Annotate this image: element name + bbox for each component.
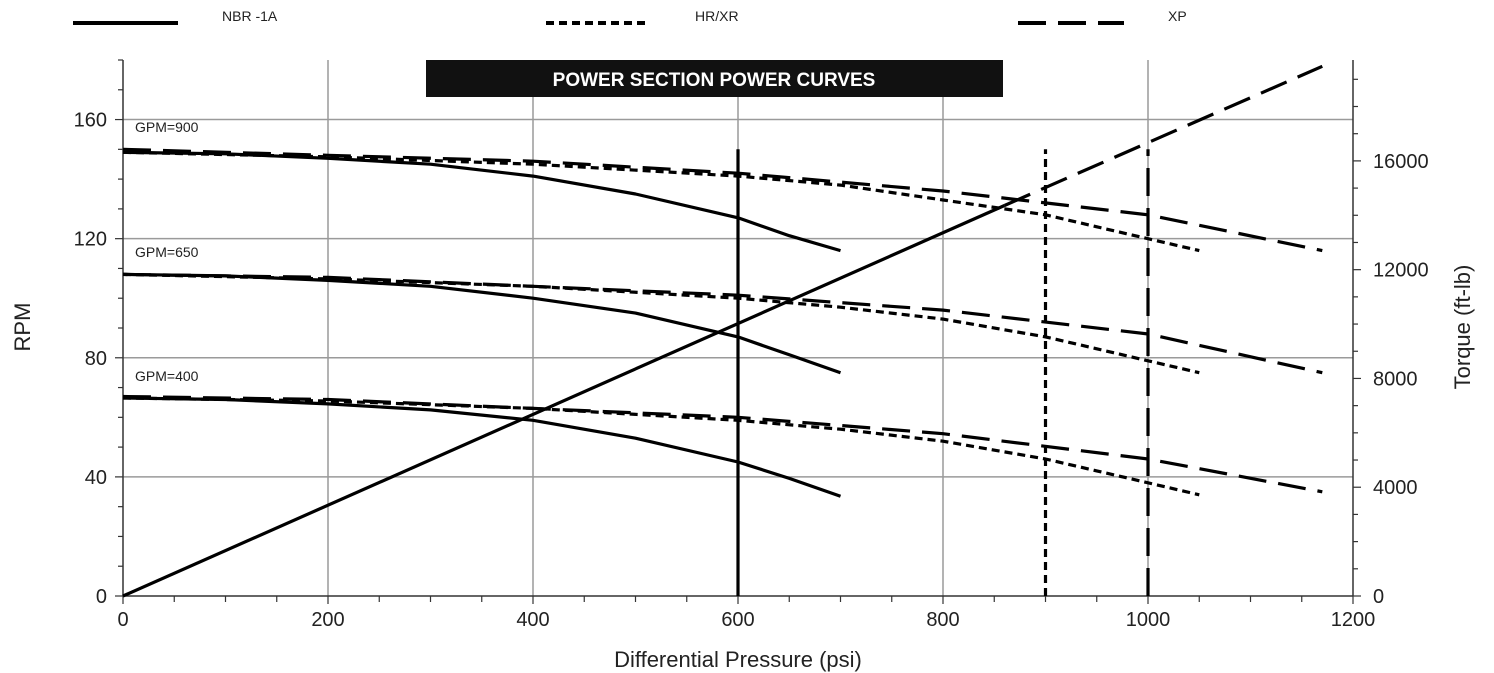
y-tick-label-40: 40: [85, 467, 107, 489]
x-tick-label-1000: 1000: [1126, 609, 1171, 631]
y-tick-label-120: 120: [74, 229, 107, 251]
chart-title: POWER SECTION POWER CURVES: [553, 70, 876, 91]
y2-tick-label-8000: 8000: [1373, 368, 1418, 390]
x-tick-label-1200: 1200: [1331, 609, 1376, 631]
series-line-dotted-4: [122, 272, 1200, 375]
annotation-gpm-400: GPM=400: [135, 368, 199, 384]
y2-tick-label-4000: 4000: [1373, 477, 1418, 499]
y2-axis-title: Torque (ft-lb): [1450, 265, 1475, 390]
series-line-solid-0: [122, 150, 841, 253]
y-tick-label-0: 0: [96, 586, 107, 608]
annotation-gpm-650: GPM=650: [135, 244, 199, 260]
legend-label-nbr: NBR -1A: [222, 8, 278, 24]
y2-tick-label-0: 0: [1373, 586, 1384, 608]
series-lines: [122, 64, 1323, 598]
series-line-dotted-1: [122, 150, 1200, 253]
x-tick-label-600: 600: [721, 609, 754, 631]
series-line-long-dash-10: [1003, 64, 1323, 207]
y-axis-title: RPM: [10, 303, 35, 352]
axes: 0 200 400 600 800 1000 12000408012016004000800…: [74, 59, 1429, 631]
title-banner: [426, 60, 1003, 97]
annotation-gpm-900: GPM=900: [135, 119, 199, 135]
y2-tick-label-16000: 16000: [1373, 151, 1429, 173]
x-axis-title: Differential Pressure (psi): [614, 647, 862, 672]
series-line-dotted-7: [122, 396, 1200, 497]
series-line-long-dash-2: [122, 147, 1323, 253]
y2-tick-label-12000: 12000: [1373, 260, 1429, 282]
legend-label-xp: XP: [1168, 8, 1187, 24]
series-line-solid-6: [122, 396, 842, 498]
legend: NBR -1A HR/XR XP: [73, 8, 1187, 25]
x-tick-label-200: 200: [311, 609, 344, 631]
series-line-solid-9: [122, 204, 1006, 598]
x-tick-label-400: 400: [516, 609, 549, 631]
y-tick-label-160: 160: [74, 110, 107, 132]
x-tick-label-0: 0: [117, 609, 128, 631]
y-tick-label-80: 80: [85, 348, 107, 370]
legend-label-hrxr: HR/XR: [695, 8, 739, 24]
x-tick-label-800: 800: [926, 609, 959, 631]
